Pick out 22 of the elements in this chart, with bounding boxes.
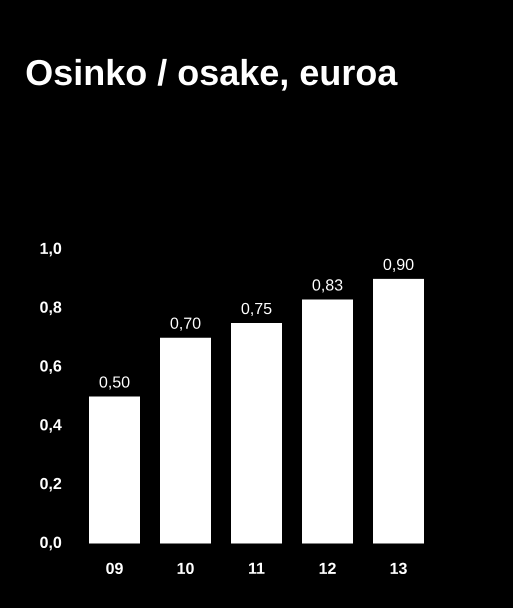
bar — [302, 299, 354, 544]
y-tick-label: 1,0 — [40, 242, 62, 256]
y-tick-label: 0,6 — [40, 360, 62, 374]
y-tick-label: 0,8 — [40, 301, 62, 316]
bar — [160, 338, 211, 544]
data-label: 0,83 — [312, 279, 342, 293]
x-tick-label: 12 — [320, 562, 336, 574]
y-tick-label: 0,2 — [40, 478, 62, 492]
x-tick-label: 09 — [106, 562, 123, 574]
chart-title: Osinko / osake, euroa — [26, 58, 398, 91]
data-label: 0,90 — [384, 258, 414, 272]
x-tick-label: 10 — [178, 562, 194, 574]
bar — [373, 278, 424, 544]
y-tick-label: 0,4 — [40, 419, 62, 433]
data-label: 0,50 — [100, 376, 130, 390]
data-label: 0,70 — [170, 318, 200, 331]
y-tick-label: 0,0 — [40, 536, 62, 550]
bar — [231, 322, 282, 544]
data-label: 0,75 — [242, 302, 272, 316]
x-tick-label: 11 — [249, 562, 265, 574]
x-tick-label: 13 — [390, 562, 407, 574]
bar — [89, 396, 140, 544]
